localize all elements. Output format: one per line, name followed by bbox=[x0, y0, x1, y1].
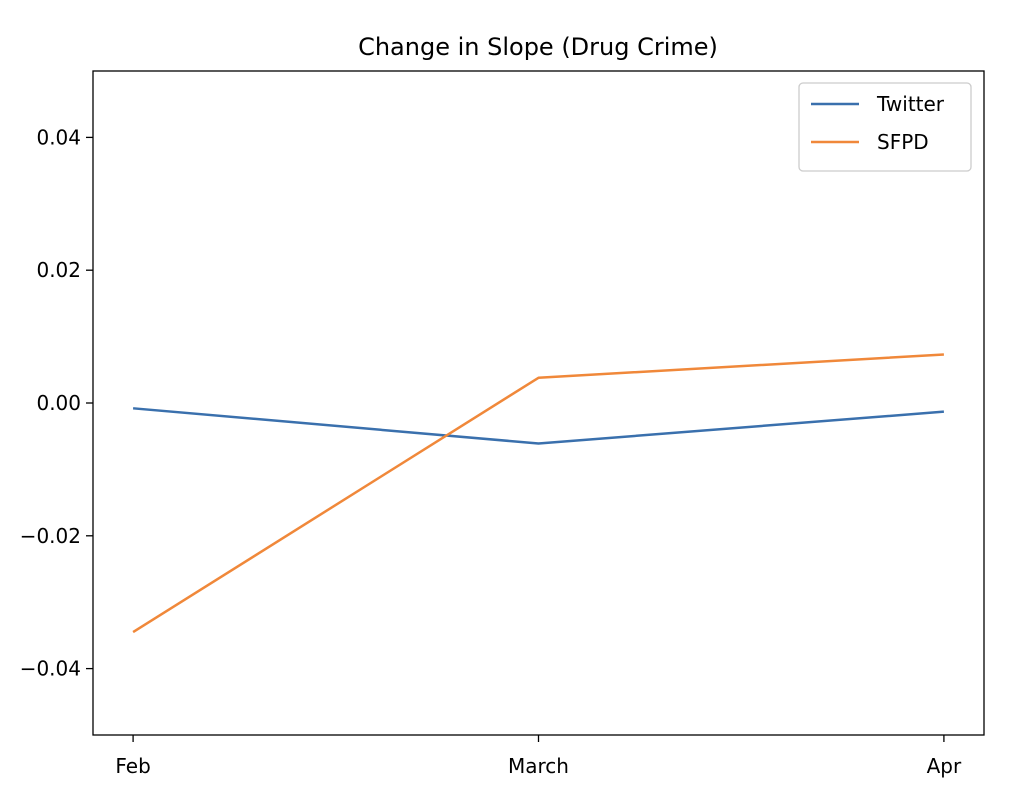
y-tick-label: −0.04 bbox=[20, 657, 81, 681]
legend-label-twitter: Twitter bbox=[876, 92, 945, 116]
legend-label-sfpd: SFPD bbox=[877, 130, 929, 154]
y-tick-label: −0.02 bbox=[20, 524, 81, 548]
series-line-sfpd bbox=[132, 353, 944, 634]
x-tick-label: Apr bbox=[927, 754, 962, 778]
legend: Twitter SFPD bbox=[798, 82, 972, 172]
y-tick-label: 0.02 bbox=[36, 258, 81, 282]
plot-background bbox=[93, 71, 984, 735]
chart-title: Change in Slope (Drug Crime) bbox=[358, 33, 718, 61]
x-tick-label: Feb bbox=[115, 754, 150, 778]
series-line-twitter bbox=[132, 407, 944, 445]
series-lines bbox=[132, 353, 944, 634]
y-tick-label: 0.04 bbox=[36, 125, 81, 149]
x-tick-label: March bbox=[508, 754, 569, 778]
plot-area bbox=[93, 71, 984, 735]
axes: −0.04 −0.02 0.00 0.02 0.04 Feb March Apr bbox=[20, 70, 985, 778]
y-tick-label: 0.00 bbox=[36, 391, 81, 415]
